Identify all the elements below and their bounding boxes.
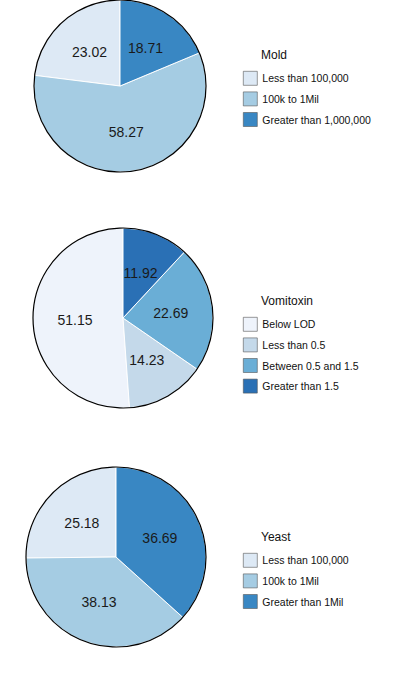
- svg-text:Between 0.5 and 1.5: Between 0.5 and 1.5: [262, 360, 358, 372]
- svg-text:18.71: 18.71: [128, 40, 163, 56]
- svg-text:38.13: 38.13: [81, 594, 116, 610]
- svg-text:Less than 100,000: Less than 100,000: [262, 72, 349, 84]
- svg-text:25.18: 25.18: [64, 515, 99, 531]
- svg-text:Less than 0.5: Less than 0.5: [262, 339, 325, 351]
- svg-text:14.23: 14.23: [129, 352, 164, 368]
- svg-text:100k to 1Mil: 100k to 1Mil: [262, 93, 319, 105]
- svg-text:Less than 100,000: Less than 100,000: [262, 554, 349, 566]
- svg-text:22.69: 22.69: [153, 305, 188, 321]
- svg-text:Greater than 1Mil: Greater than 1Mil: [262, 596, 343, 608]
- svg-text:58.27: 58.27: [109, 124, 144, 140]
- svg-text:36.69: 36.69: [142, 530, 177, 546]
- svg-text:23.02: 23.02: [72, 44, 107, 60]
- svg-text:11.92: 11.92: [124, 265, 158, 281]
- svg-text:Mold: Mold: [261, 48, 287, 62]
- svg-text:Greater than 1.5: Greater than 1.5: [262, 380, 339, 392]
- svg-text:Vomitoxin: Vomitoxin: [261, 294, 313, 308]
- svg-text:Greater than 1,000,000: Greater than 1,000,000: [262, 114, 371, 126]
- svg-text:Below LOD: Below LOD: [262, 318, 316, 330]
- svg-text:51.15: 51.15: [58, 312, 93, 328]
- svg-text:100k to 1Mil: 100k to 1Mil: [262, 575, 319, 587]
- svg-text:Yeast: Yeast: [261, 530, 291, 544]
